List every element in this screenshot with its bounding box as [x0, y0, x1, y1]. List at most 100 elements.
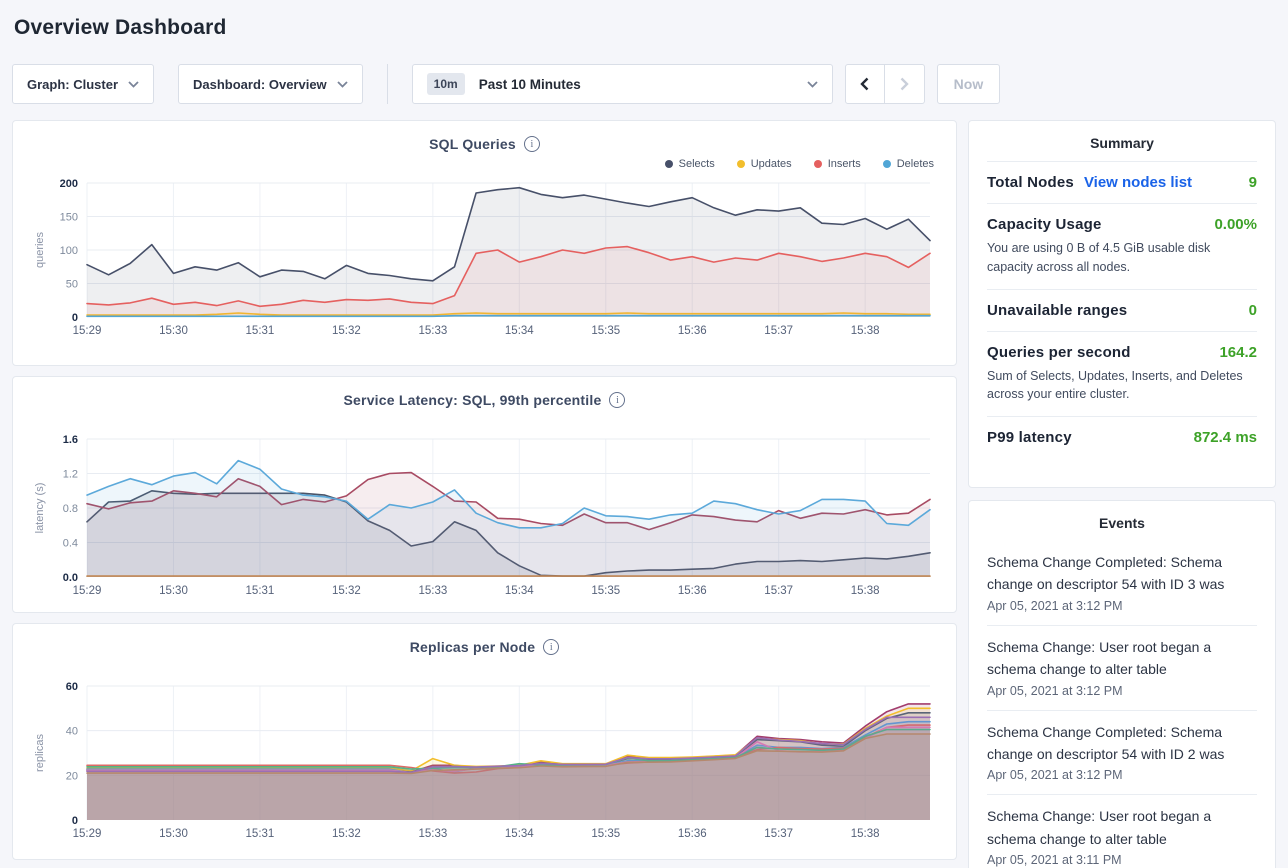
time-range-label: Past 10 Minutes — [478, 76, 581, 92]
svg-text:40: 40 — [66, 726, 78, 738]
chart-header: SQL Queries — [29, 133, 940, 155]
svg-text:latency (s): latency (s) — [34, 483, 46, 534]
legend-dot-icon — [882, 160, 891, 168]
svg-text:100: 100 — [60, 245, 78, 257]
svg-text:15:37: 15:37 — [764, 325, 793, 337]
event-text: Schema Change: User root began a schema … — [987, 638, 1212, 678]
svg-text:queries: queries — [34, 231, 46, 268]
svg-text:15:31: 15:31 — [246, 828, 275, 840]
graph-scope-dropdown-label: Graph: Cluster — [27, 76, 119, 92]
summary-value: 872.4 ms — [1193, 429, 1257, 446]
summary-row-p99-latency: P99 latency 872.4 ms — [987, 416, 1257, 458]
sql-queries-chart-plot[interactable]: 15:29 15:30 15:31 15:32 15:33 15:34 15:35 15:36… — [29, 173, 940, 341]
event-timestamp: Apr 05, 2021 at 3:11 PM — [987, 853, 1122, 868]
replicas-per-node-chart-plot[interactable]: 15:29 15:30 15:31 15:32 15:33 15:34 15:35 15:36… — [29, 676, 940, 844]
svg-text:15:36: 15:36 — [678, 585, 707, 597]
chart-title: Service Latency: SQL, 99th percentile — [343, 392, 602, 408]
svg-text:0.8: 0.8 — [63, 503, 78, 515]
dashboard-dropdown[interactable]: Dashboard: Overview — [178, 64, 363, 104]
svg-text:150: 150 — [60, 212, 78, 224]
summary-title: Summary — [1090, 135, 1154, 151]
svg-text:15:33: 15:33 — [418, 585, 447, 597]
event-item: Schema Change: User root began a schema … — [987, 626, 1257, 711]
legend-item-updates[interactable]: Updates — [736, 158, 792, 170]
event-item: Schema Change Completed: Schema change o… — [987, 711, 1257, 796]
svg-text:15:31: 15:31 — [246, 585, 275, 597]
svg-text:15:29: 15:29 — [73, 828, 102, 840]
time-range-selector[interactable]: 10m Past 10 Minutes — [411, 64, 833, 104]
replicas-per-node-chart-card: Replicas per Node 15:29 15:30 15:31 15:32 15… — [12, 623, 957, 860]
event-item: Schema Change: User root began a schema … — [987, 795, 1257, 868]
svg-text:15:30: 15:30 — [159, 828, 188, 840]
summary-row-queries-per-second: Queries per second 164.2 Sum of Selects,… — [987, 330, 1257, 417]
graph-scope-dropdown[interactable]: Graph: Cluster — [12, 64, 155, 104]
page-title: Overview Dashboard — [14, 16, 227, 39]
svg-text:15:37: 15:37 — [764, 828, 793, 840]
svg-text:15:38: 15:38 — [851, 828, 880, 840]
svg-text:0.0: 0.0 — [63, 572, 78, 584]
chevron-down-icon — [807, 80, 818, 88]
sidebar-column: Summary Total Nodes View nodes list 9 Ca… — [968, 120, 1276, 868]
summary-value: 164.2 — [1219, 343, 1257, 361]
svg-text:60: 60 — [66, 681, 78, 693]
svg-text:15:30: 15:30 — [159, 325, 188, 337]
info-icon[interactable] — [523, 136, 540, 152]
summary-value: 0 — [1248, 301, 1257, 319]
svg-text:15:29: 15:29 — [73, 325, 102, 337]
svg-text:15:38: 15:38 — [851, 325, 880, 337]
svg-text:replicas: replicas — [34, 734, 46, 772]
legend-dot-icon — [664, 160, 673, 168]
chart-title: SQL Queries — [429, 136, 516, 152]
event-timestamp: Apr 05, 2021 at 3:12 PM — [987, 683, 1123, 698]
event-text: Schema Change Completed: Schema change o… — [987, 554, 1225, 593]
event-item: Schema Change Completed: Schema change o… — [987, 541, 1257, 626]
event-text: Schema Change Completed: Schema change o… — [987, 723, 1225, 762]
svg-text:20: 20 — [66, 770, 78, 782]
svg-text:15:37: 15:37 — [764, 585, 793, 597]
svg-text:15:33: 15:33 — [418, 325, 447, 337]
svg-text:15:34: 15:34 — [505, 325, 534, 337]
legend-item-inserts[interactable]: Inserts — [813, 158, 861, 170]
svg-text:1.2: 1.2 — [63, 469, 78, 481]
legend-item-selects[interactable]: Selects — [664, 158, 715, 170]
svg-text:15:29: 15:29 — [73, 585, 102, 597]
chevron-down-icon — [128, 80, 139, 88]
chart-header: Service Latency: SQL, 99th percentile — [29, 389, 940, 411]
chevron-down-icon — [337, 80, 348, 88]
summary-value: 9 — [1248, 174, 1257, 191]
summary-subtext: Sum of Selects, Updates, Inserts, and De… — [987, 368, 1243, 402]
svg-text:50: 50 — [66, 279, 78, 291]
time-range-badge: 10m — [426, 73, 465, 95]
legend-item-deletes[interactable]: Deletes — [882, 158, 934, 170]
controls-bar: Graph: Cluster Dashboard: Overview 10m P… — [12, 64, 1276, 104]
summary-panel: Summary Total Nodes View nodes list 9 Ca… — [968, 120, 1276, 488]
sql-queries-chart-card: SQL Queries Selects Updates Inserts — [12, 120, 957, 366]
time-forward-button[interactable] — [884, 64, 925, 104]
view-nodes-list-link[interactable]: View nodes list — [1083, 174, 1193, 191]
svg-text:15:33: 15:33 — [418, 828, 447, 840]
time-back-button[interactable] — [844, 64, 885, 104]
events-title: Events — [1099, 515, 1145, 531]
service-latency-chart-card: Service Latency: SQL, 99th percentile 15… — [12, 376, 957, 613]
legend-dot-icon — [736, 160, 745, 168]
summary-label: P99 latency — [987, 429, 1072, 446]
event-timestamp: Apr 05, 2021 at 3:12 PM — [987, 768, 1123, 783]
chart-title: Replicas per Node — [409, 639, 536, 655]
svg-text:1.6: 1.6 — [63, 434, 78, 446]
svg-text:15:32: 15:32 — [332, 828, 361, 840]
summary-row-unavailable-ranges: Unavailable ranges 0 — [987, 288, 1257, 331]
svg-text:15:35: 15:35 — [591, 585, 620, 597]
chevron-left-icon — [860, 77, 869, 91]
service-latency-chart-plot[interactable]: 15:29 15:30 15:31 15:32 15:33 15:34 15:35 15:36… — [29, 429, 940, 601]
summary-label: Capacity Usage — [987, 216, 1102, 233]
svg-text:15:31: 15:31 — [246, 325, 275, 337]
summary-subtext: You are using 0 B of 4.5 GiB usable disk… — [987, 241, 1211, 274]
summary-label: Unavailable ranges — [987, 301, 1128, 319]
svg-text:15:35: 15:35 — [591, 325, 620, 337]
svg-text:0: 0 — [72, 312, 78, 324]
info-icon[interactable] — [543, 639, 560, 655]
svg-text:0.4: 0.4 — [63, 538, 78, 550]
info-icon[interactable] — [609, 392, 626, 408]
svg-text:15:34: 15:34 — [505, 828, 534, 840]
now-button[interactable]: Now — [936, 64, 1001, 104]
